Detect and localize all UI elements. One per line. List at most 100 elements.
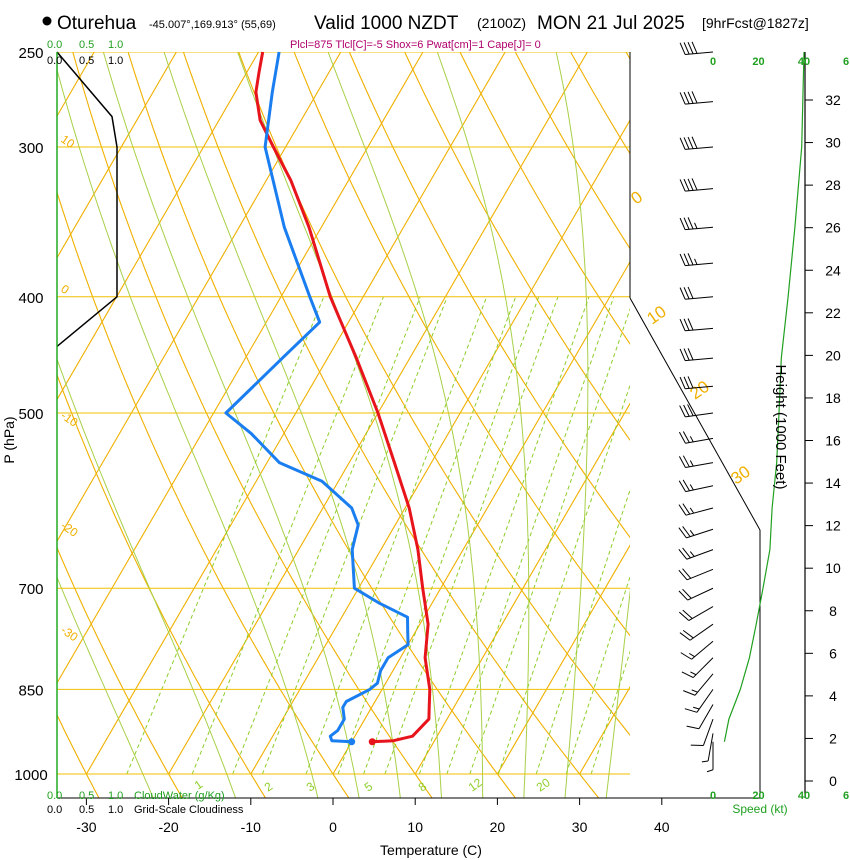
cloud-scale-top-1: 0.5 xyxy=(79,39,94,51)
wet-adiabat-line xyxy=(57,357,237,798)
wind-barb-half-flag xyxy=(690,671,697,676)
wind-barb-half-flag xyxy=(694,222,698,229)
wind-barb xyxy=(678,587,714,601)
wind-barb-staff xyxy=(686,568,714,581)
height-tick-label: 28 xyxy=(825,177,841,193)
dry-adiabat-line xyxy=(514,52,630,250)
wet-adiabats xyxy=(57,52,630,798)
wet-adiabat-line xyxy=(436,52,530,798)
wind-barb xyxy=(701,733,714,763)
wind-barb-flag xyxy=(691,136,698,149)
height-tick-label: 24 xyxy=(825,262,841,278)
wind-barb-staff xyxy=(685,226,714,231)
wind-barb-flag xyxy=(687,41,694,54)
mixing-ratio-labels: 1 2 3 5 8 12 20 xyxy=(192,775,553,794)
wind-barb-half-flag xyxy=(694,258,698,265)
mixing-ratio-line xyxy=(497,383,630,775)
cloud-scale-bottom-0: 0.0 xyxy=(47,790,62,802)
wind-barb-flag xyxy=(691,91,698,104)
height-tick-label: 12 xyxy=(825,518,841,534)
cloud-scale-top-2: 1.0 xyxy=(108,39,123,51)
wind-barb-staff xyxy=(685,51,714,55)
wind-barb-staff xyxy=(686,549,714,560)
pressure-tick-label: 1000 xyxy=(14,767,47,784)
speed-tick-top: 0 xyxy=(710,56,716,68)
wind-barb-flag xyxy=(682,630,694,639)
temperature-tick-label: 0 xyxy=(329,819,337,835)
isotherm-line xyxy=(57,52,260,401)
wind-barb-flag xyxy=(679,179,686,192)
cloud-water-scale-top: 0.0 0.5 1.0 0.0 0.5 1.0 xyxy=(47,39,123,67)
wind-barb-flag xyxy=(679,137,686,150)
mixing-ratio-line xyxy=(565,575,630,775)
wind-barb xyxy=(679,178,714,192)
height-tick-label: 0 xyxy=(829,773,837,789)
wind-barb-flag xyxy=(679,253,686,266)
wind-barb-half-flag xyxy=(689,530,695,536)
surface-temperature-dot xyxy=(368,738,376,746)
dewpoint-line xyxy=(224,51,410,744)
wind-barb-flag xyxy=(687,376,694,389)
plot-area xyxy=(57,52,630,798)
wind-barb-staff xyxy=(685,188,714,192)
isotherm-label: -20 xyxy=(58,518,81,540)
speed-tick-top: 6 xyxy=(843,56,849,68)
wind-barb-flag xyxy=(678,549,688,560)
height-tick-label: 22 xyxy=(825,305,841,321)
wind-barb-flag xyxy=(687,348,694,361)
wind-barb-flag xyxy=(678,611,690,621)
wind-barb-half-flag xyxy=(701,760,709,763)
wind-barb-half-flag xyxy=(689,460,694,467)
wind-barb-flag xyxy=(679,405,686,418)
wind-barb-flag xyxy=(680,652,692,660)
wind-barb-staff xyxy=(685,507,714,516)
wind-barb-flag xyxy=(683,253,690,266)
cloudiness-scale-bottom-1: 0.5 xyxy=(79,804,94,816)
height-tick-label: 8 xyxy=(829,603,837,619)
wind-barb-flag xyxy=(687,318,694,331)
dry-adiabat-line xyxy=(72,52,433,798)
wind-barb-flag xyxy=(679,348,686,361)
wind-barb-flag xyxy=(678,527,687,539)
wind-barb-flag xyxy=(691,41,698,54)
speed-tick-bottom: 6 xyxy=(843,790,849,802)
wind-barb-staff xyxy=(707,733,714,762)
cloudiness-line xyxy=(56,51,118,347)
wind-barb xyxy=(690,718,714,746)
wind-barb-staff xyxy=(696,689,714,713)
wind-barb-flag xyxy=(691,178,698,191)
cloudiness-scale-bottom-2: 1.0 xyxy=(108,804,123,816)
station-name: Oturehua xyxy=(57,13,137,34)
wind-barb xyxy=(679,318,714,332)
temperature-tick-label: 10 xyxy=(407,819,423,835)
isotherm-label: 30 xyxy=(727,462,753,488)
pressure-tick-label: 250 xyxy=(18,45,43,62)
wind-barb-flag xyxy=(687,178,694,191)
dry-adiabat-line xyxy=(182,52,600,798)
station-coords: -45.007°,169.913° (55,69) xyxy=(149,19,276,31)
pressure-tick-label: 300 xyxy=(18,140,43,157)
wind-barb-staff xyxy=(686,528,714,539)
wind-barb xyxy=(679,404,714,418)
mixing-ratio-line xyxy=(126,296,325,775)
height-tick-label: 30 xyxy=(825,135,841,151)
wind-barb-staff xyxy=(692,657,714,678)
wind-barb-flag xyxy=(687,91,694,104)
wind-barb-flag xyxy=(683,318,690,331)
mixing-ratio-label: 5 xyxy=(362,779,376,794)
wind-barb-flag xyxy=(683,137,690,150)
wind-barb xyxy=(678,479,714,493)
cloudiness-scale-bottom-0: 0.0 xyxy=(47,804,62,816)
wind-barb-flag xyxy=(687,253,694,266)
wind-barb-staff xyxy=(685,385,714,390)
wind-barb-staff xyxy=(685,357,714,362)
pressure-tick-label: 400 xyxy=(18,290,43,307)
wet-adiabat-line xyxy=(57,68,319,798)
wind-barb xyxy=(678,431,714,444)
wind-barb xyxy=(686,704,714,730)
cloud-water-scale-bottom: 0.0 0.5 1.0 CloudWater (g/Kg) 0.0 0.5 1.… xyxy=(47,790,244,816)
wind-barb-half-flag xyxy=(706,769,714,773)
wind-barb-staff xyxy=(685,485,714,493)
wind-barb-flag xyxy=(683,690,696,696)
wind-barb-staff xyxy=(689,623,714,641)
